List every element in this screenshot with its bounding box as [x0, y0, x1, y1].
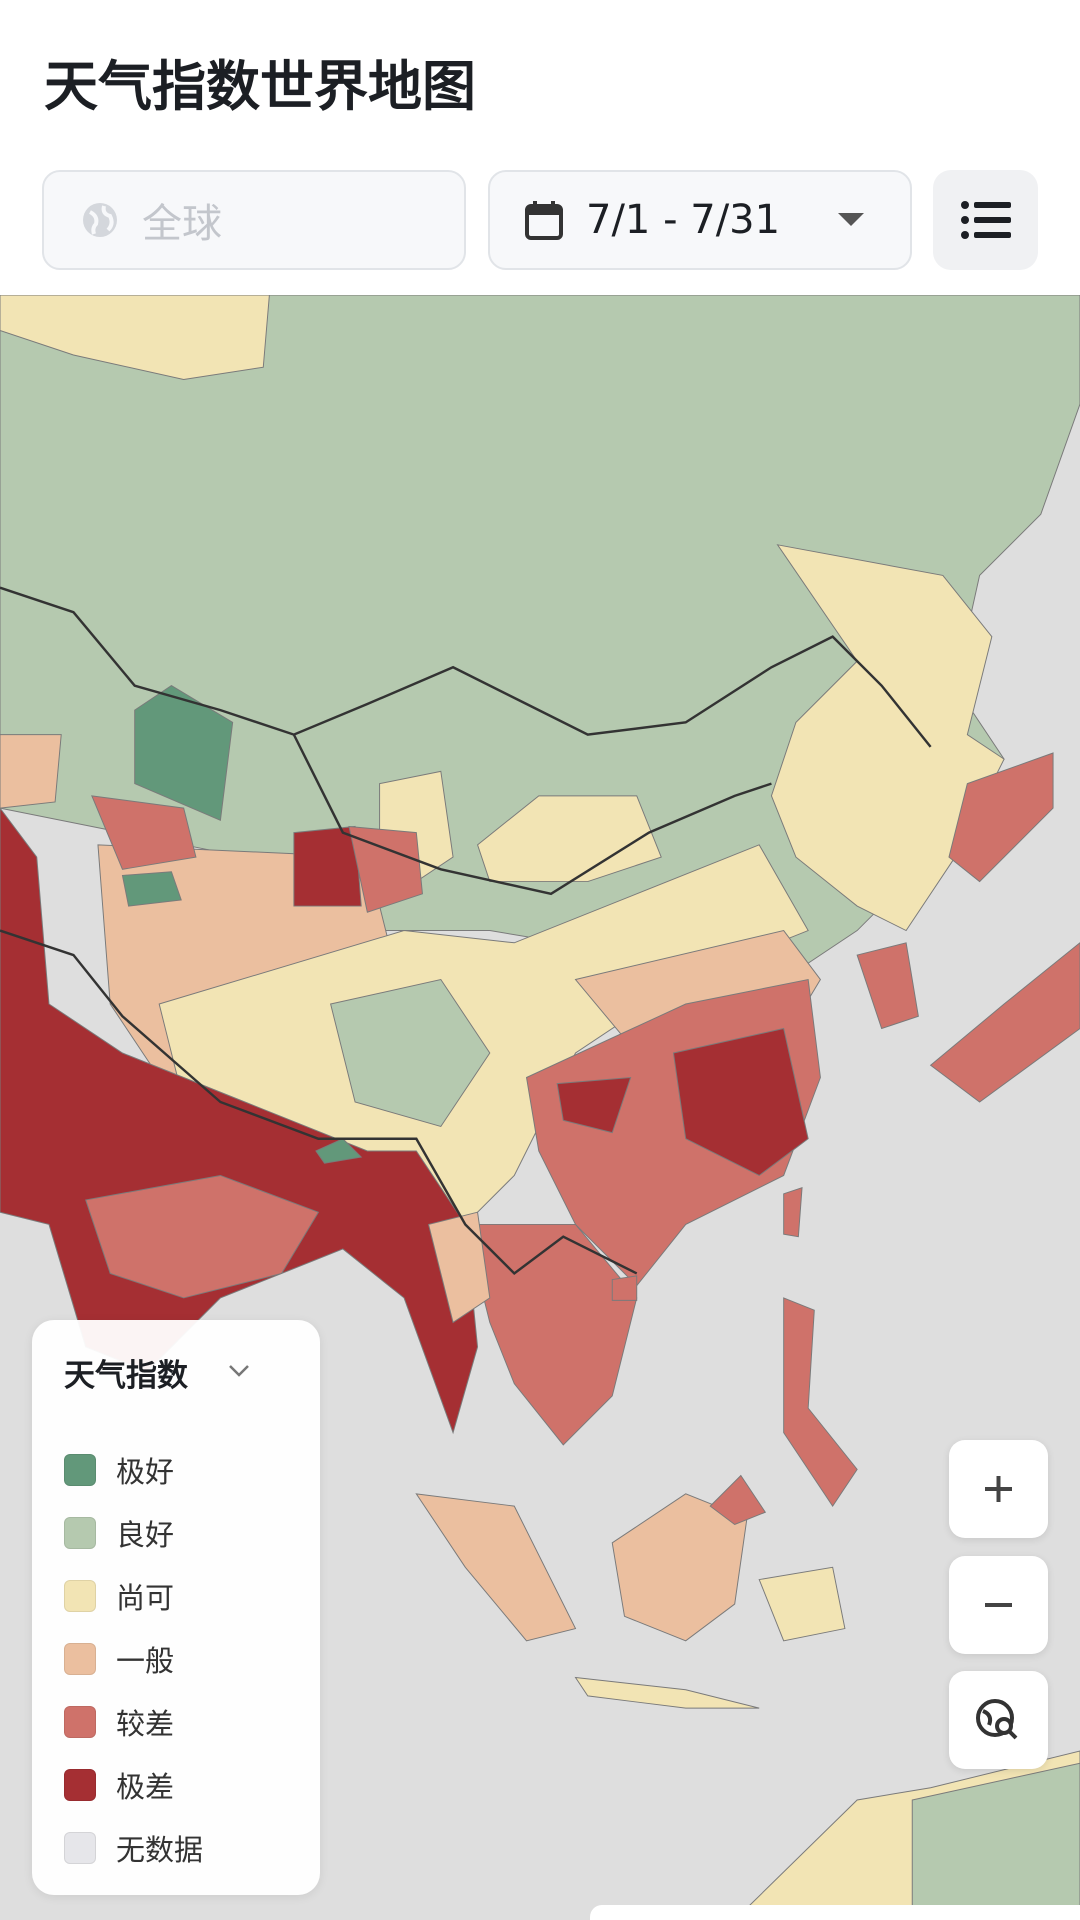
- region: [293, 825, 362, 907]
- date-range: 7/1 - 7/31: [586, 197, 781, 243]
- globe-icon: [83, 203, 117, 237]
- legend-item: 极差: [64, 1765, 174, 1805]
- legend-item: 尚可: [64, 1576, 174, 1616]
- region: [91, 795, 197, 870]
- region: [476, 795, 662, 883]
- legend-item: 良好: [64, 1513, 174, 1553]
- globe-search-icon: [976, 1699, 1018, 1740]
- region: [783, 1187, 803, 1238]
- region: [121, 871, 182, 907]
- region: [911, 1762, 1080, 1920]
- legend-label: 良好: [116, 1518, 175, 1552]
- region: [0, 295, 270, 380]
- legend-label: 较差: [116, 1707, 175, 1741]
- legend-label: 尚可: [116, 1581, 175, 1615]
- list-icon: [960, 201, 1011, 239]
- legend-item: 较差: [64, 1702, 174, 1742]
- legend-chevron[interactable]: [228, 1364, 250, 1378]
- region: [709, 1474, 767, 1526]
- region: [556, 1076, 632, 1134]
- region: [464, 1223, 638, 1446]
- date-picker[interactable]: 7/1 - 7/31: [488, 170, 912, 270]
- weather-map[interactable]: [0, 295, 1080, 1920]
- legend-label: 一般: [116, 1644, 175, 1678]
- region: [574, 1676, 760, 1709]
- region: [611, 1275, 638, 1301]
- legend-swatch: [64, 1706, 96, 1738]
- region: [85, 1174, 320, 1299]
- legend-label: 无数据: [116, 1833, 204, 1867]
- region: [315, 1138, 363, 1164]
- dropdown-arrow: [838, 213, 864, 226]
- zoom-out[interactable]: [949, 1556, 1048, 1654]
- region: [770, 544, 1005, 932]
- region: [948, 752, 1054, 883]
- region: [856, 942, 919, 1030]
- minus-icon: [985, 1603, 1012, 1607]
- region: [758, 1566, 846, 1642]
- legend-swatch: [64, 1580, 96, 1612]
- borders: [0, 586, 932, 1276]
- calendar-icon: [525, 201, 563, 240]
- legend-label: 极差: [116, 1770, 175, 1804]
- region: [330, 978, 491, 1128]
- region: [672, 1027, 809, 1177]
- list-button[interactable]: [933, 170, 1038, 270]
- legend-item: 无数据: [64, 1828, 203, 1868]
- page-title: 天气指数世界地图: [44, 55, 476, 118]
- legend-swatch: [64, 1769, 96, 1801]
- region: [611, 1493, 748, 1642]
- plus-icon: [985, 1476, 1012, 1502]
- legend: 天气指数 极好良好尚可一般较差极差无数据: [32, 1320, 320, 1895]
- region: [783, 1297, 858, 1507]
- zoom-in[interactable]: [949, 1440, 1048, 1538]
- region-placeholder: 全球: [142, 201, 222, 247]
- legend-swatch: [64, 1643, 96, 1675]
- region: [348, 825, 423, 913]
- region-search[interactable]: 全球: [42, 170, 466, 270]
- legend-label: 极好: [116, 1455, 175, 1489]
- legend-title[interactable]: 天气指数: [64, 1358, 188, 1394]
- region: [415, 1493, 577, 1642]
- legend-swatch: [64, 1832, 96, 1864]
- legend-swatch: [64, 1517, 96, 1549]
- legend-item: 极好: [64, 1450, 174, 1490]
- locate-button[interactable]: [949, 1671, 1048, 1769]
- region: [0, 734, 62, 809]
- legend-item: 一般: [64, 1639, 174, 1679]
- region: [929, 942, 1080, 1103]
- legend-swatch: [64, 1454, 96, 1486]
- bottom-sheet-edge: [590, 1905, 1080, 1920]
- region: [134, 685, 234, 822]
